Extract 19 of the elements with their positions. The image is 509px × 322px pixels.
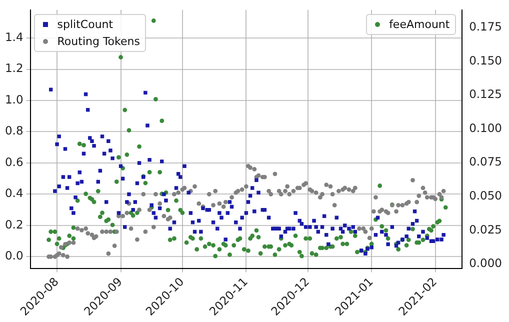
y2-tick-label: 0.125 [469,87,502,102]
y2-tick-label: 0.175 [469,19,502,34]
y-tick-label: 1.0 [4,92,24,106]
legend-label: feeAmount [389,18,450,31]
y-tick-label: 0.0 [4,248,24,263]
y-tick-label: 0.8 [4,124,24,138]
y2-tick-label: 0.050 [469,188,502,203]
y-tick-label: 0.6 [4,154,24,169]
y2-tick-label: 0.150 [469,53,502,68]
y2-tick-label: 0.075 [469,154,502,169]
y2-tick-label: 0.025 [469,222,502,236]
y-tick-label: 1.2 [4,61,24,76]
legend-label: splitCount [57,18,114,31]
y-tick-label: 0.2 [4,217,24,232]
y-tick-label: 1.4 [4,30,24,44]
legend-label: Routing Tokens [57,34,140,48]
y-tick-label: 0.4 [4,186,24,200]
y2-tick-label: 0.000 [469,256,502,270]
y2-tick-label: 0.100 [469,120,502,135]
